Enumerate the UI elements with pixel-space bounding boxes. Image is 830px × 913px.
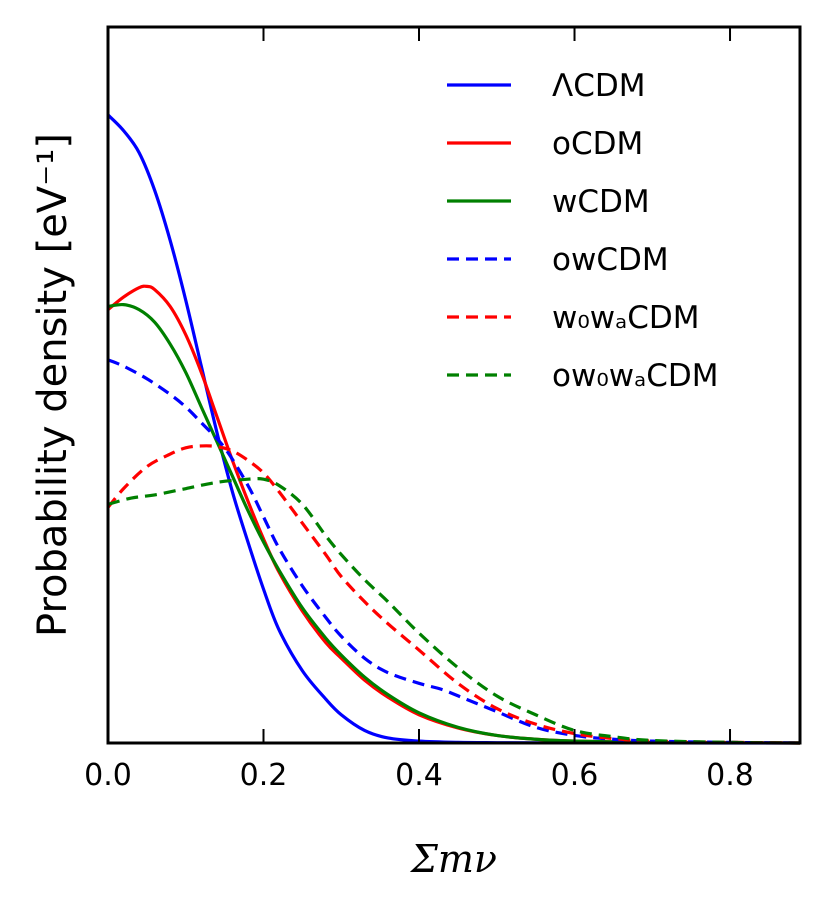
x-tick-label: 0.4 [395, 758, 443, 793]
legend-label-wcdm-2: wCDM [552, 184, 650, 220]
legend-label-ocdm-1: oCDM [552, 126, 643, 162]
x-tick-label: 0.0 [84, 758, 132, 793]
series-line-wwcdm-4 [106, 444, 801, 745]
x-tick-label: 0.2 [240, 758, 288, 793]
plot-frame [106, 25, 802, 745]
x-tick-label: 0.8 [706, 758, 754, 793]
y-axis-label: Probability density [eV⁻¹] [30, 133, 76, 637]
legend-label-owcdm-3: owCDM [552, 242, 669, 278]
series-line-owwcdm-5 [107, 477, 801, 745]
ticks-layer: 0.0 0.2 0.4 0.6 0.8 [84, 27, 754, 793]
series-line-wcdm-2 [107, 302, 801, 745]
legend-label-cdm-0: ΛCDM [552, 68, 645, 104]
legend-label-owwcdm-5: ow₀wₐCDM [552, 358, 719, 394]
legend: ΛCDM oCDM wCDM owCDM w₀wₐCDM ow₀wₐCDM [447, 68, 719, 394]
x-tick-label: 0.6 [551, 758, 599, 793]
series-line-owcdm-3 [107, 358, 801, 745]
legend-label-wwcdm-4: w₀wₐCDM [552, 300, 700, 336]
x-axis-label: Σmν [409, 837, 497, 881]
